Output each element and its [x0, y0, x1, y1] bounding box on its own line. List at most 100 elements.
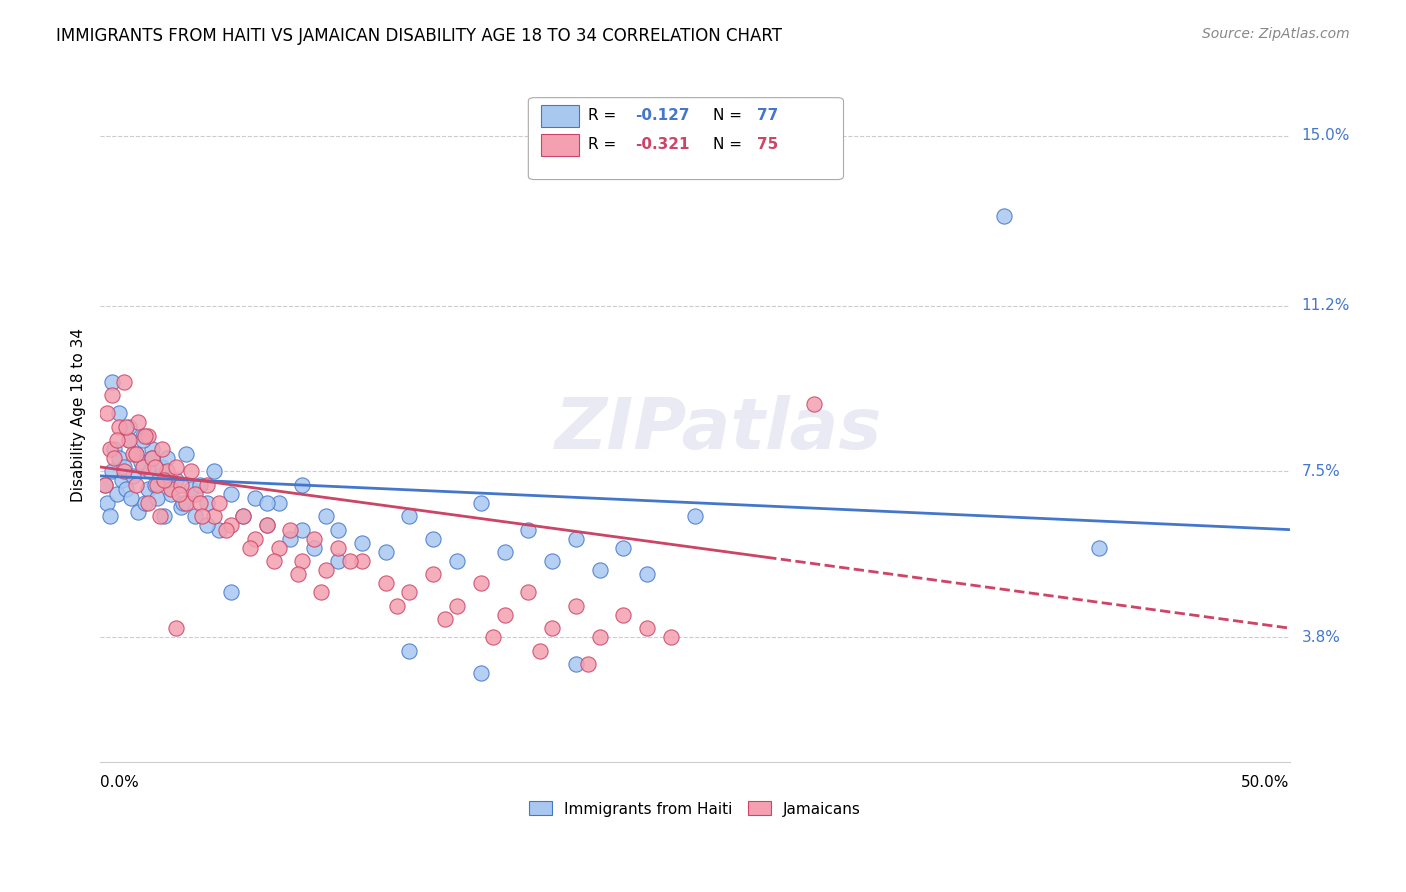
Point [541, 554, 564, 568]
Point [565, 532, 588, 546]
Text: R =: R = [588, 137, 621, 153]
Point [149, 469, 172, 483]
Y-axis label: Disability Age 18 to 34: Disability Age 18 to 34 [72, 328, 86, 502]
Point [132, 459, 155, 474]
Point [149, 509, 172, 524]
Point [160, 487, 183, 501]
Point [96, 406, 118, 420]
Point [374, 576, 396, 591]
Point [398, 585, 420, 599]
Point [215, 523, 238, 537]
Point [481, 630, 503, 644]
Text: Source: ZipAtlas.com: Source: ZipAtlas.com [1202, 27, 1350, 41]
Point [589, 563, 612, 577]
Point [446, 599, 468, 613]
Point [612, 607, 634, 622]
Point [291, 554, 314, 568]
Point [143, 478, 166, 492]
Point [191, 509, 214, 524]
Point [263, 554, 285, 568]
Point [165, 621, 187, 635]
Text: IMMIGRANTS FROM HAITI VS JAMAICAN DISABILITY AGE 18 TO 34 CORRELATION CHART: IMMIGRANTS FROM HAITI VS JAMAICAN DISABI… [56, 27, 782, 45]
Point [134, 428, 156, 442]
Point [141, 450, 163, 465]
Point [517, 585, 540, 599]
Point [174, 496, 197, 510]
Point [170, 500, 193, 515]
Point [422, 532, 444, 546]
Point [94, 478, 117, 492]
Point [156, 474, 179, 488]
Point [153, 474, 176, 488]
Point [105, 433, 128, 447]
Point [141, 450, 163, 465]
Point [108, 450, 131, 465]
Point [202, 509, 225, 524]
Point [125, 446, 148, 460]
Point [202, 465, 225, 479]
Point [219, 585, 242, 599]
Point [659, 630, 682, 644]
Point [188, 496, 211, 510]
Point [993, 209, 1015, 223]
Point [103, 442, 125, 456]
Point [150, 459, 173, 474]
Point [125, 446, 148, 460]
Point [302, 532, 325, 546]
Text: 11.2%: 11.2% [1302, 298, 1350, 313]
Point [541, 621, 564, 635]
Text: 77: 77 [756, 108, 778, 123]
Point [803, 397, 825, 411]
Point [134, 496, 156, 510]
Point [280, 523, 302, 537]
Point [565, 599, 588, 613]
Point [636, 621, 658, 635]
Point [350, 554, 373, 568]
Point [143, 459, 166, 474]
Point [180, 465, 202, 479]
Text: N =: N = [713, 108, 747, 123]
Text: 7.5%: 7.5% [1302, 464, 1340, 479]
Point [208, 523, 231, 537]
Point [374, 545, 396, 559]
Point [494, 607, 516, 622]
Point [287, 567, 309, 582]
Point [219, 518, 242, 533]
Point [118, 419, 141, 434]
Point [326, 523, 349, 537]
Point [101, 375, 124, 389]
Point [470, 496, 492, 510]
Text: R =: R = [588, 108, 621, 123]
Point [589, 630, 612, 644]
Text: 75: 75 [756, 137, 778, 153]
Point [267, 496, 290, 510]
Point [160, 483, 183, 497]
Legend: Immigrants from Haiti, Jamaicans: Immigrants from Haiti, Jamaicans [522, 794, 869, 824]
Point [188, 478, 211, 492]
Point [267, 541, 290, 555]
Text: -0.321: -0.321 [636, 137, 690, 153]
Point [517, 523, 540, 537]
Point [315, 509, 337, 524]
Point [156, 465, 179, 479]
Point [115, 483, 138, 497]
Point [156, 450, 179, 465]
Point [146, 491, 169, 506]
Point [612, 541, 634, 555]
Point [195, 496, 218, 510]
Point [129, 455, 152, 469]
Text: ZIPatlas: ZIPatlas [555, 395, 883, 464]
Point [239, 541, 262, 555]
Point [243, 491, 266, 506]
Point [98, 442, 121, 456]
Point [576, 657, 599, 671]
Point [636, 567, 658, 582]
Point [243, 532, 266, 546]
Point [256, 496, 278, 510]
Point [127, 505, 149, 519]
Point [98, 509, 121, 524]
Point [127, 415, 149, 429]
Point [146, 478, 169, 492]
FancyBboxPatch shape [529, 97, 844, 179]
Point [170, 478, 193, 492]
